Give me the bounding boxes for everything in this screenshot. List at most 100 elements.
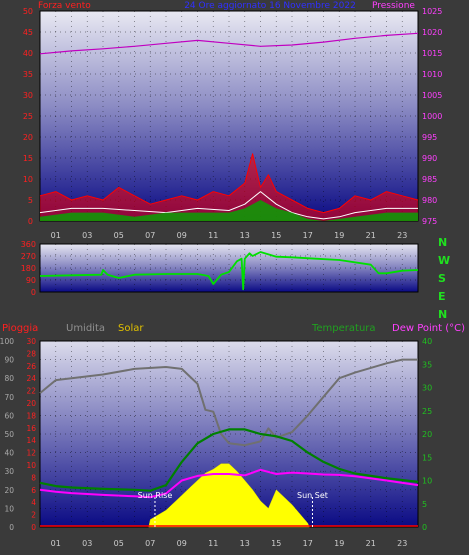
rain-tick: 4 [31, 498, 36, 507]
humidity-x-tick: 19 [334, 539, 344, 548]
direction-tick: 90 [26, 276, 36, 285]
avg-wind-line [39, 191, 418, 220]
pressure-tick: 985 [422, 175, 437, 184]
rain-tick: 26 [26, 362, 36, 371]
wind-x-tick: 19 [334, 231, 344, 240]
wind-tick: 5 [28, 196, 33, 205]
pressure-tick: 1010 [422, 70, 442, 79]
temperature-tick: 5 [422, 500, 427, 509]
temperature-tick: 35 [422, 360, 432, 369]
pressure-line [39, 32, 419, 55]
humidity-tick: 60 [4, 411, 14, 420]
wind-tick: 30 [23, 91, 33, 100]
humidity-x-tick: 23 [397, 539, 407, 548]
humidity-x-tick: 17 [303, 539, 313, 548]
humidity-tick: 0 [9, 523, 14, 532]
direction-tick: 360 [21, 240, 36, 249]
humidity-x-tick: 21 [366, 539, 376, 548]
rain-tick: 8 [31, 473, 36, 482]
chart-title: 24 Ore aggiornato 16 Novembre 2022 [184, 1, 356, 11]
wind-tick: 10 [23, 175, 33, 184]
legend-dewpoint: Dew Point (°C) [392, 323, 465, 334]
humidity-x-tick: 15 [271, 539, 281, 548]
temperature-tick: 20 [422, 430, 432, 439]
temperature-tick: 40 [422, 337, 432, 346]
direction-line [39, 251, 419, 291]
legend-temperature: Temperatura [311, 323, 376, 334]
wind-tick: 25 [23, 112, 33, 121]
rain-tick: 12 [26, 449, 36, 458]
humidity-x-tick: 09 [177, 539, 187, 548]
wind-tick: 50 [23, 7, 33, 16]
pressure-tick: 980 [422, 196, 437, 205]
rain-tick: 6 [31, 486, 36, 495]
compass-label: N [438, 236, 447, 249]
temperature-tick: 25 [422, 407, 432, 416]
dewpoint-line [39, 468, 419, 499]
humidity-tick: 50 [4, 430, 14, 439]
humidity-x-tick: 11 [208, 539, 218, 548]
rain-axis-label: Pioggia [2, 323, 38, 334]
wind-x-tick: 11 [208, 231, 218, 240]
temperature-line [39, 428, 419, 492]
compass-label: N [438, 308, 447, 321]
pressure-tick: 1025 [422, 7, 442, 16]
direction-tick: 180 [21, 264, 36, 273]
pressure-tick: 1015 [422, 49, 442, 58]
wind-area [40, 200, 418, 221]
wind-x-tick: 13 [240, 231, 250, 240]
rain-tick: 22 [26, 387, 36, 396]
rain-tick: 10 [26, 461, 36, 470]
wind-x-tick: 21 [366, 231, 376, 240]
wind-x-tick: 01 [51, 231, 61, 240]
wind-tick: 40 [23, 49, 33, 58]
wind-tick: 0 [28, 217, 33, 226]
pressure-tick: 990 [422, 154, 437, 163]
humidity-x-tick: 07 [145, 539, 155, 548]
humidity-x-tick: 01 [51, 539, 61, 548]
rain-tick: 0 [31, 523, 36, 532]
pressure-tick: 975 [422, 217, 437, 226]
wind-x-tick: 23 [397, 231, 407, 240]
humidity-tick: 10 [4, 504, 14, 513]
compass-label: W [438, 254, 450, 267]
rain-tick: 28 [26, 349, 36, 358]
humidity-tick: 90 [4, 356, 14, 365]
wind-x-tick: 03 [82, 231, 92, 240]
compass-label: E [438, 290, 446, 303]
humidity-tick: 30 [4, 467, 14, 476]
rain-tick: 18 [26, 411, 36, 420]
pressure-tick: 1005 [422, 91, 442, 100]
wind-tick: 45 [23, 28, 33, 37]
humidity-x-tick: 13 [240, 539, 250, 548]
humidity-tick: 80 [4, 374, 14, 383]
wind-x-tick: 05 [114, 231, 124, 240]
sunrise-label: Sun Rise [138, 491, 173, 500]
wind-x-tick: 09 [177, 231, 187, 240]
humidity-line [39, 358, 418, 447]
pressure-tick: 1000 [422, 112, 442, 121]
gust-line [39, 153, 419, 214]
humidity-x-tick: 05 [114, 539, 124, 548]
humidity-x-tick: 03 [82, 539, 92, 548]
legend-humidity: Umidita [66, 323, 105, 334]
direction-tick: 0 [31, 288, 36, 297]
temperature-tick: 0 [422, 523, 427, 532]
pressure-tick: 995 [422, 133, 437, 142]
compass-label: S [438, 272, 446, 285]
rain-tick: 14 [26, 436, 36, 445]
direction-tick: 270 [21, 252, 36, 261]
rain-tick: 24 [26, 374, 36, 383]
sunset-label: Sun Set [297, 491, 328, 500]
wind-x-tick: 07 [145, 231, 155, 240]
temperature-tick: 10 [422, 477, 432, 486]
pressure-tick: 1020 [422, 28, 442, 37]
wind-tick: 35 [23, 70, 33, 79]
rain-tick: 20 [26, 399, 36, 408]
wind-tick: 20 [23, 133, 33, 142]
temperature-tick: 30 [422, 384, 432, 393]
rain-tick: 16 [26, 424, 36, 433]
wind-x-tick: 17 [303, 231, 313, 240]
